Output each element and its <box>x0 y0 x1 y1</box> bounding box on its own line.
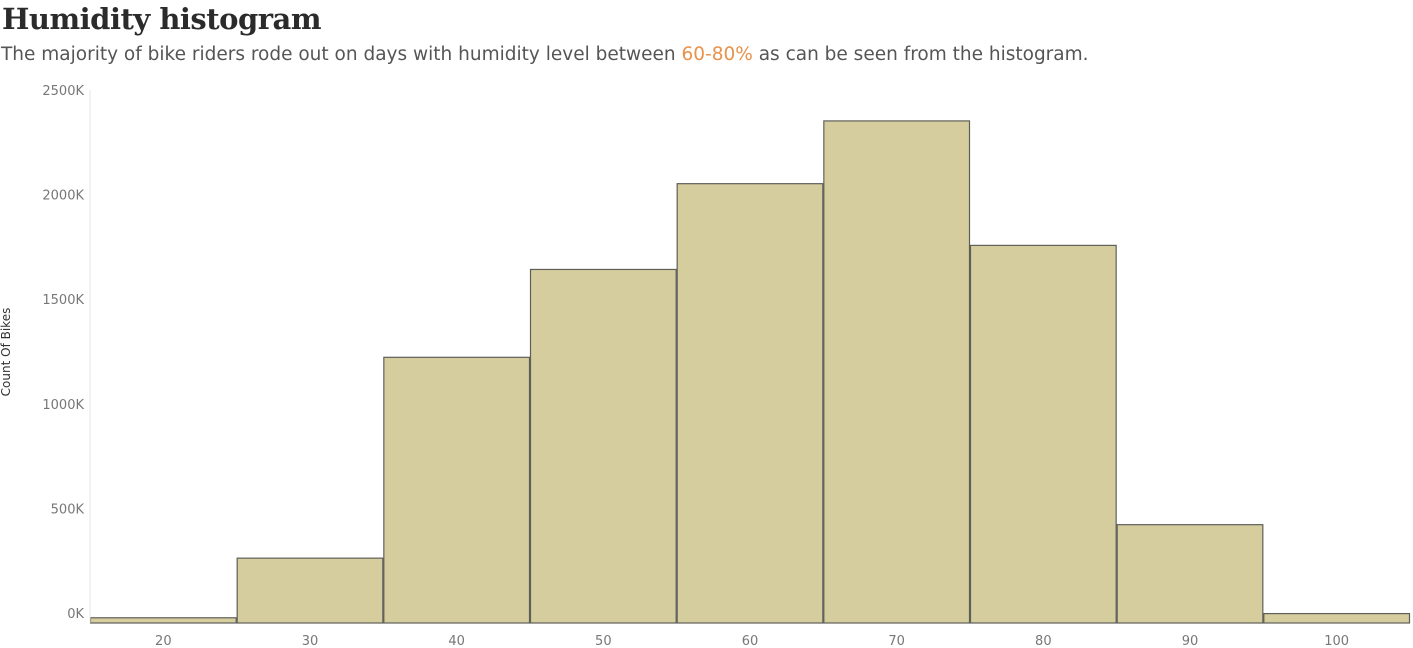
x-tick-label: 40 <box>448 634 465 648</box>
y-tick-label: 2000K <box>42 189 84 204</box>
x-tick-label: 70 <box>888 634 905 648</box>
subtitle-text-before: The majority of bike riders rode out on … <box>1 44 682 65</box>
histogram-bar-70[interactable] <box>823 120 971 624</box>
y-tick-label: 1500K <box>42 293 84 308</box>
histogram-bar-60[interactable] <box>676 183 824 624</box>
subtitle-text-after: as can be seen from the histogram. <box>752 44 1089 65</box>
histogram-bar-90[interactable] <box>1116 524 1264 624</box>
y-tick-label: 1000K <box>42 398 84 413</box>
y-tick-label: 0K <box>67 607 84 622</box>
y-tick-label: 2500K <box>42 84 84 99</box>
y-axis-ticks: 0K 500K 1000K 1500K 2000K 2500K <box>42 84 84 622</box>
chart-subtitle: The majority of bike riders rode out on … <box>1 44 1089 65</box>
x-tick-label: 100 <box>1324 634 1349 648</box>
histogram-bar-80[interactable] <box>969 244 1117 624</box>
y-tick-label: 500K <box>51 502 85 517</box>
histogram-bar-20[interactable] <box>89 617 237 624</box>
x-tick-label: 90 <box>1182 634 1199 648</box>
x-axis-ticks: 20 30 40 50 60 70 80 90 100 <box>155 634 1349 648</box>
histogram-bar-50[interactable] <box>529 268 677 624</box>
x-tick-label: 50 <box>595 634 612 648</box>
histogram-bar-40[interactable] <box>383 356 531 624</box>
histogram-bars <box>89 120 1411 624</box>
histogram-bar-30[interactable] <box>236 557 384 624</box>
x-tick-label: 30 <box>302 634 319 648</box>
x-tick-label: 20 <box>155 634 172 648</box>
x-tick-label: 80 <box>1035 634 1052 648</box>
chart-title: Humidity histogram <box>2 2 322 36</box>
histogram-bar-100[interactable] <box>1263 612 1411 624</box>
x-tick-label: 60 <box>742 634 759 648</box>
subtitle-highlight: 60-80% <box>681 44 753 65</box>
